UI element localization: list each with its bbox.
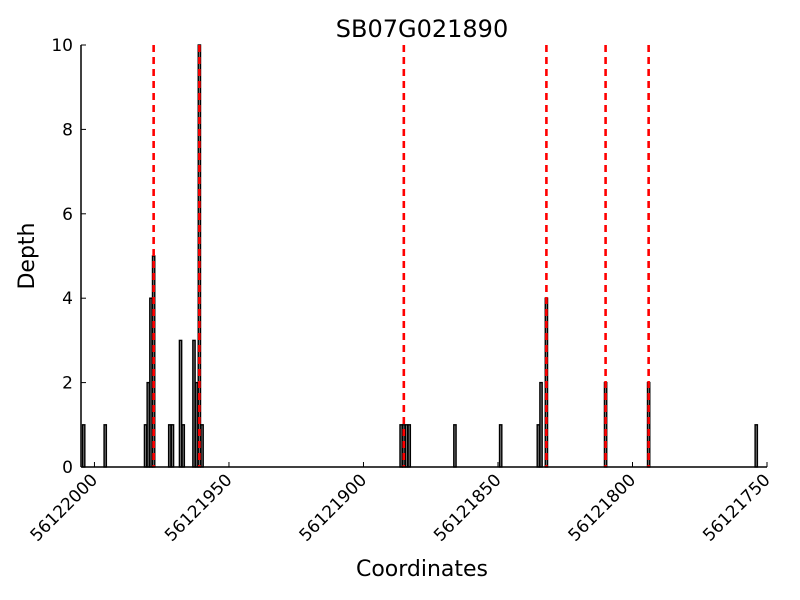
x-axis-title: Coordinates	[356, 557, 488, 582]
y-tick-label-0: 0	[62, 458, 73, 478]
y-tick-label-1: 2	[62, 374, 73, 394]
bar-19	[498, 424, 503, 468]
bar-9	[181, 424, 186, 468]
y-tick-label-2: 4	[62, 289, 73, 309]
bar-8	[178, 339, 183, 468]
bar-14	[399, 424, 403, 468]
bar-11	[194, 381, 199, 468]
bar-20	[536, 424, 541, 468]
bar-1	[103, 424, 108, 468]
bar-2	[143, 424, 148, 468]
x-tick-label-4: 56121800	[565, 470, 640, 545]
bar-16	[404, 424, 409, 468]
bar-10	[192, 339, 196, 468]
bars-layer	[81, 44, 759, 468]
markers-layer	[152, 45, 650, 467]
bar-25	[754, 424, 759, 468]
x-ticks: 56122000 56121950 56121900 56121850 56121800…	[27, 462, 775, 546]
x-tick-label-2: 56121900	[296, 470, 371, 545]
bar-3	[146, 381, 151, 468]
y-tick-label-5: 10	[51, 36, 73, 56]
bar-0	[81, 424, 86, 468]
bar-6	[167, 424, 172, 468]
bar-21	[539, 381, 543, 468]
y-tick-label-4: 8	[62, 120, 73, 140]
bar-17	[407, 424, 412, 468]
bar-4	[149, 297, 153, 468]
y-ticks: 0 2 4 6 8 10	[51, 36, 86, 478]
y-axis-title: Depth	[15, 222, 40, 289]
bar-13	[200, 424, 204, 468]
bar-7	[170, 424, 175, 468]
bar-18	[453, 424, 457, 468]
chart-title: SB07G021890	[336, 15, 508, 43]
x-tick-label-1: 56121950	[161, 470, 236, 545]
y-tick-label-3: 6	[62, 205, 73, 225]
x-tick-label-0: 56122000	[27, 470, 102, 545]
x-tick-label-5: 56121750	[699, 470, 774, 545]
x-tick-label-3: 56121850	[430, 470, 505, 545]
